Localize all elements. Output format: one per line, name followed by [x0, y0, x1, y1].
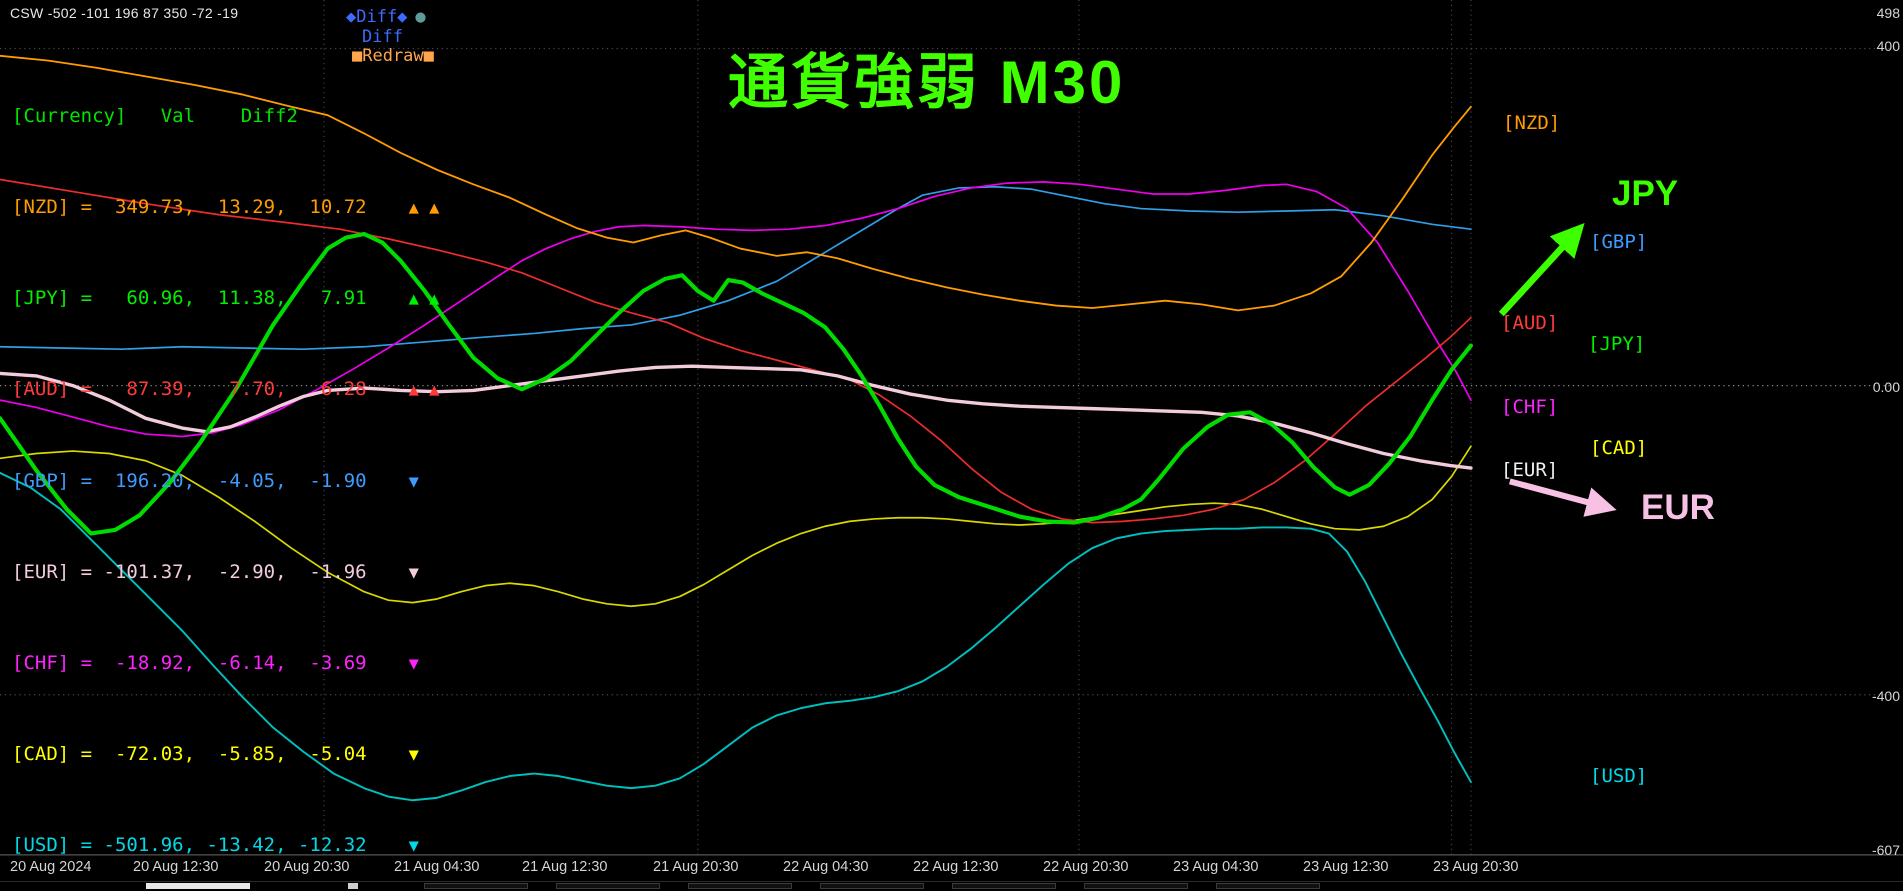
- bottom-tab-strip[interactable]: [0, 881, 1903, 890]
- series-line-cad: [0, 445, 1472, 608]
- diff-button-label: ◆Diff◆: [346, 7, 408, 27]
- legend-row-text: [AUD] = 87.39, 7.70, 6.28: [12, 378, 367, 401]
- right-tag-usd: [USD]: [1590, 765, 1648, 787]
- right-tag-nzd: [NZD]: [1503, 112, 1561, 134]
- legend-row-text: [CHF] = -18.92, -6.14, -3.69: [12, 652, 367, 675]
- series-line-jpy: [0, 231, 1474, 536]
- eur-weak-annotation: EUR: [1641, 488, 1715, 527]
- trend-down-arrow: ▼: [408, 471, 419, 492]
- x-axis-label: 21 Aug 12:30: [522, 859, 608, 875]
- series-line-chf: [0, 181, 1472, 438]
- legend-row-usd: [USD] = -501.96, -13.42, -12.32 ▼: [12, 830, 439, 860]
- legend-row-text: [JPY] = 60.96, 11.38, 7.91: [12, 287, 367, 310]
- grid-layer: [0, 0, 1903, 856]
- legend-row-text: [USD] = -501.96, -13.42, -12.32: [12, 834, 367, 857]
- price-scale[interactable]: 498 400 0.00 -400 -607: [1833, 0, 1903, 860]
- x-axis-label: 22 Aug 20:30: [1043, 859, 1129, 875]
- jpy-up-arrow: [1498, 223, 1585, 317]
- right-tag-aud: [AUD]: [1501, 312, 1559, 334]
- bottom-tab[interactable]: [952, 883, 1056, 889]
- x-axis-label: 22 Aug 04:30: [783, 859, 869, 875]
- y-axis-label: 498: [1876, 5, 1900, 21]
- y-axis-label: 0.00: [1872, 379, 1900, 395]
- x-axis-label: 22 Aug 12:30: [913, 859, 999, 875]
- legend-row-text: [CAD] = -72.03, -5.85, -5.04: [12, 743, 367, 766]
- trend-up-arrows: ▲ ▲: [408, 380, 440, 401]
- right-tag-eur: [EUR]: [1501, 459, 1559, 481]
- eur-down-arrow: [1508, 478, 1617, 517]
- right-tag-gbp: [GBP]: [1590, 231, 1648, 253]
- bottom-tab[interactable]: [1084, 883, 1188, 889]
- legend-row-text: [NZD] = 349.73, 13.29, 10.72: [12, 196, 367, 219]
- series-line-nzd: [0, 54, 1472, 312]
- y-axis-label: -607: [1871, 842, 1900, 858]
- redraw-button[interactable]: ■Redraw■: [352, 46, 434, 66]
- diff-label[interactable]: Diff: [362, 27, 403, 47]
- x-axis-label: 20 Aug 20:30: [264, 859, 350, 875]
- y-axis-label: 400: [1876, 38, 1900, 54]
- legend-row-eur: [EUR] = -101.37, -2.90, -1.96 ▼: [12, 557, 439, 587]
- indicator-values-title: CSW -502 -101 196 87 350 -72 -19: [10, 5, 239, 21]
- legend-row-text: [EUR] = -101.37, -2.90, -1.96: [12, 560, 367, 583]
- x-axis-label: 20 Aug 2024: [10, 859, 92, 875]
- trend-down-arrow: ▼: [408, 562, 419, 583]
- legend-row-gbp: [GBP] = 196.20, -4.05, -1.90 ▼: [12, 466, 439, 496]
- x-axis-label: 23 Aug 12:30: [1303, 859, 1389, 875]
- chart-title: 通貨強弱 M30: [728, 49, 1126, 116]
- legend-row-chf: [CHF] = -18.92, -6.14, -3.69 ▼: [12, 648, 439, 678]
- diff-button[interactable]: ◆Diff◆ ●: [346, 7, 426, 27]
- legend-row-aud: [AUD] = 87.39, 7.70, 6.28 ▲ ▲: [12, 374, 439, 404]
- right-tag-cad: [CAD]: [1590, 437, 1648, 459]
- x-axis-label: 23 Aug 04:30: [1173, 859, 1259, 875]
- series-layer: [0, 54, 1474, 802]
- legend-header: [Currency] Val Diff2: [12, 104, 298, 127]
- legend-row-jpy: [JPY] = 60.96, 11.38, 7.91 ▲ ▲: [12, 283, 439, 313]
- legend-row-nzd: [NZD] = 349.73, 13.29, 10.72 ▲ ▲: [12, 192, 439, 222]
- right-tag-jpy: [JPY]: [1588, 333, 1646, 355]
- trend-down-arrow: ▼: [408, 654, 419, 675]
- annotation-arrow-layer: [1498, 223, 1617, 517]
- bottom-tab[interactable]: [424, 883, 528, 889]
- bottom-tab[interactable]: [556, 883, 660, 889]
- bottom-tab[interactable]: [820, 883, 924, 889]
- bottom-tab-marker[interactable]: [348, 883, 358, 889]
- x-axis-label: 21 Aug 20:30: [653, 859, 739, 875]
- legend-row-text: [GBP] = 196.20, -4.05, -1.90: [12, 469, 367, 492]
- bottom-tab[interactable]: [1216, 883, 1320, 889]
- y-axis-label: -400: [1871, 688, 1900, 704]
- x-axis-label: 20 Aug 12:30: [133, 859, 219, 875]
- series-line-usd: [0, 471, 1472, 802]
- jpy-strong-annotation: JPY: [1612, 174, 1679, 213]
- x-axis-label: 23 Aug 20:30: [1433, 859, 1519, 875]
- trend-down-arrow: ▼: [408, 745, 419, 766]
- bottom-tab-active[interactable]: [146, 883, 250, 889]
- bottom-tab[interactable]: [688, 883, 792, 889]
- trend-down-arrow: ▼: [408, 836, 419, 857]
- currency-legend: [Currency] Val Diff2 [NZD] = 349.73, 13.…: [12, 40, 439, 891]
- x-axis-label: 21 Aug 04:30: [394, 859, 480, 875]
- series-line-gbp: [0, 185, 1472, 351]
- trend-up-arrows: ▲ ▲: [408, 289, 440, 310]
- time-scale[interactable]: 20 Aug 2024 20 Aug 12:30 20 Aug 20:30 21 Au…: [0, 859, 1903, 877]
- right-tag-chf: [CHF]: [1501, 396, 1559, 418]
- indicator-circle-icon: ●: [415, 7, 426, 27]
- series-line-aud: [0, 178, 1472, 524]
- legend-row-cad: [CAD] = -72.03, -5.85, -5.04 ▼: [12, 739, 439, 769]
- trend-up-arrows: ▲ ▲: [408, 198, 440, 219]
